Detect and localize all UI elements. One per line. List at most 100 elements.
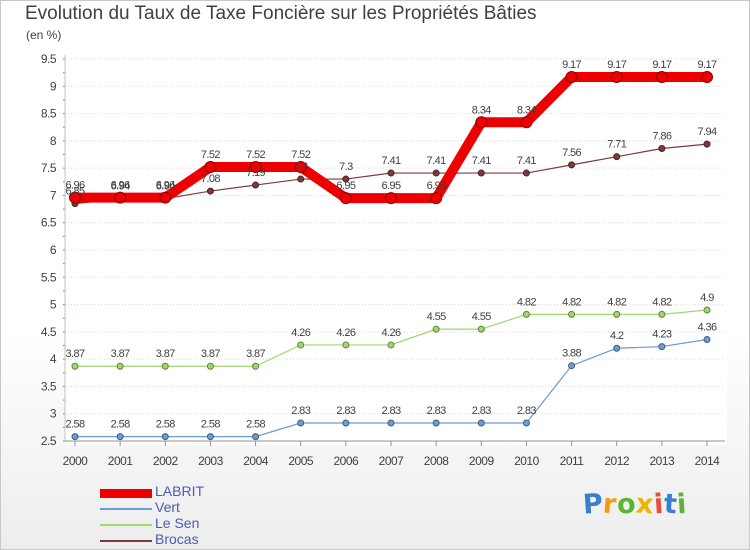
brocas-data-label: 7.71 (607, 139, 626, 151)
labrit-point (430, 192, 443, 205)
le-sen-point (342, 341, 350, 349)
logo-letter: x (635, 488, 656, 521)
labrit-data-label: 6.95 (427, 180, 446, 192)
le-sen-data-label: 4.82 (652, 296, 671, 308)
le-sen-point (71, 362, 79, 370)
brocas-point (613, 153, 621, 161)
le-sen-point (613, 310, 621, 318)
brocas-point (297, 175, 305, 183)
x-tick-label: 2013 (650, 454, 676, 468)
labrit-data-label: 6.96 (111, 180, 130, 192)
vert-point (703, 335, 711, 343)
le-sen-data-label: 4.55 (427, 311, 446, 323)
y-tick-label: 3 (50, 407, 57, 421)
le-sen-data-label: 4.82 (607, 296, 626, 308)
vert-point (297, 419, 305, 427)
vert-data-label: 2.83 (381, 405, 400, 417)
logo-letter: i (676, 488, 689, 521)
vert-data-label: 2.58 (65, 419, 84, 431)
y-tick-label: 7 (50, 188, 57, 202)
vert-data-label: 3.88 (562, 348, 581, 360)
legend-item: LABRIT (100, 483, 300, 499)
y-tick-label: 6.5 (41, 216, 57, 230)
labrit-point (204, 161, 217, 174)
x-tick-label: 2012 (604, 454, 630, 468)
labrit-point (249, 161, 262, 174)
labrit-data-label: 9.17 (652, 59, 671, 71)
le-sen-point (161, 362, 169, 370)
x-tick-label: 2000 (63, 454, 89, 468)
legend-label: Vert (155, 499, 180, 515)
brocas-data-label: 7.41 (517, 155, 536, 167)
logo-letter: o (616, 488, 638, 521)
brocas-data-label: 7.41 (472, 155, 491, 167)
labrit-data-label: 8.34 (517, 104, 536, 116)
labrit-data-label: 9.17 (697, 59, 716, 71)
legend-swatch (100, 540, 152, 542)
y-tick-label: 8.5 (41, 107, 57, 121)
labrit-point (114, 191, 127, 204)
x-tick-label: 2004 (243, 454, 269, 468)
labrit-data-label: 9.17 (607, 59, 626, 71)
le-sen-data-label: 3.87 (65, 348, 84, 360)
brocas-point (432, 169, 440, 177)
brocas-data-label: 6.94 (156, 181, 175, 193)
le-sen-data-label: 4.26 (381, 327, 400, 339)
vert-point (568, 362, 576, 370)
brocas-data-label: 7.94 (697, 126, 716, 138)
legend-item: Le Sen (100, 515, 300, 531)
x-tick-label: 2010 (514, 454, 540, 468)
brocas-data-label: 7.56 (562, 147, 581, 159)
y-tick-label: 7.5 (41, 161, 57, 175)
labrit-data-label: 6.96 (156, 180, 175, 192)
le-sen-data-label: 4.55 (472, 311, 491, 323)
proxiti-logo: Proxiti (582, 488, 689, 521)
le-sen-data-label: 4.9 (700, 292, 714, 304)
le-sen-data-label: 3.87 (111, 348, 130, 360)
vert-data-label: 4.36 (697, 321, 716, 333)
le-sen-point (206, 362, 214, 370)
brocas-point (342, 175, 350, 183)
y-tick-label: 4.5 (41, 325, 57, 339)
vert-point (161, 433, 169, 441)
vert-data-label: 2.83 (517, 405, 536, 417)
labrit-data-label: 9.17 (562, 59, 581, 71)
vert-data-label: 2.83 (336, 405, 355, 417)
y-tick-label: 6 (50, 243, 57, 257)
le-sen-data-label: 4.26 (291, 327, 310, 339)
labrit-point (475, 116, 488, 129)
y-axis-unit-label: (en %) (26, 28, 62, 42)
x-tick-label: 2009 (469, 454, 495, 468)
le-sen-point (477, 325, 485, 333)
le-sen-point (297, 341, 305, 349)
vert-data-label: 2.83 (427, 405, 446, 417)
vert-point (116, 433, 124, 441)
brocas-point (477, 169, 485, 177)
labrit-point (565, 71, 578, 84)
legend-swatch (100, 524, 152, 526)
vert-data-label: 2.58 (201, 419, 220, 431)
brocas-point (568, 161, 576, 169)
vert-point (522, 419, 530, 427)
labrit-data-label: 6.96 (65, 180, 84, 192)
vert-point (342, 419, 350, 427)
le-sen-point (387, 341, 395, 349)
y-tick-label: 5.5 (41, 270, 57, 284)
x-tick-label: 2003 (198, 454, 224, 468)
brocas-data-label: 7.19 (246, 167, 265, 179)
legend-item: Vert (100, 499, 300, 515)
le-sen-data-label: 4.82 (562, 296, 581, 308)
brocas-data-label: 6.85 (65, 186, 84, 198)
brocas-data-label: 7.3 (294, 161, 308, 173)
brocas-data-label: 6.94 (111, 181, 130, 193)
brocas-point (703, 140, 711, 148)
legend-label: Le Sen (155, 515, 200, 531)
labrit-data-label: 6.95 (381, 180, 400, 192)
vert-data-label: 4.2 (610, 330, 624, 342)
labrit-point (520, 116, 533, 129)
vert-data-label: 2.83 (291, 405, 310, 417)
labrit-data-label: 6.95 (336, 180, 355, 192)
x-tick-label: 2005 (288, 454, 314, 468)
le-sen-point (703, 306, 711, 314)
